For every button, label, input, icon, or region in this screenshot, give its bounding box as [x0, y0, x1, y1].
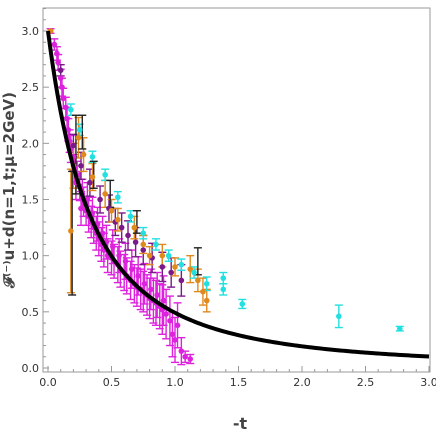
data-point — [336, 313, 342, 320]
data-point — [78, 205, 84, 212]
y-tick-label: 1.5 — [22, 194, 40, 207]
data-point — [135, 273, 141, 279]
data-point — [148, 286, 154, 293]
x-tick-label: 2.5 — [357, 376, 375, 389]
data-point — [64, 115, 70, 122]
data-point — [118, 224, 125, 231]
data-point — [153, 241, 159, 248]
x-tick-label: 1.0 — [166, 376, 184, 389]
x-axis-ticks: 0.0 0.5 1.0 1.5 2.0 2.5 3.0 — [39, 366, 436, 389]
data-point — [108, 207, 115, 214]
data-point — [51, 41, 58, 48]
data-point — [154, 292, 161, 298]
data-point — [115, 194, 121, 201]
data-point — [68, 106, 74, 113]
x-tick-label: 2.0 — [293, 376, 311, 389]
x-axis-label: -t — [233, 414, 248, 433]
data-point — [200, 288, 206, 295]
data-point — [178, 261, 185, 268]
y-tick-label: 2.5 — [22, 81, 40, 94]
data-point — [57, 67, 64, 74]
data-point — [80, 151, 87, 158]
data-point — [70, 142, 77, 149]
data-point — [89, 174, 96, 180]
data-point — [102, 191, 108, 197]
data-point — [191, 269, 197, 276]
fit-curve — [46, 30, 430, 359]
data-point — [131, 224, 138, 231]
y-axis-label: 𝓕⁽⁻⁾u+d(n=1,t;μ=2GeV) — [0, 92, 18, 289]
data-point — [129, 266, 135, 272]
data-point — [115, 216, 121, 223]
x-tick-label: 0.0 — [39, 376, 57, 389]
y-tick-label: 2.0 — [22, 137, 40, 150]
data-point — [396, 325, 403, 332]
data-point — [60, 95, 67, 102]
data-point — [76, 127, 83, 133]
data-point — [122, 258, 129, 265]
data-point — [140, 247, 147, 253]
data-point — [167, 318, 173, 324]
data-point — [178, 277, 185, 284]
data-point — [203, 297, 210, 304]
data-point — [65, 127, 72, 133]
data-point — [62, 104, 69, 111]
data-point — [220, 286, 227, 293]
data-point — [172, 337, 178, 343]
data-point — [75, 134, 82, 141]
data-point — [159, 264, 166, 270]
data-point — [116, 252, 122, 259]
x-tick-label: 0.5 — [103, 376, 121, 389]
data-point — [169, 331, 176, 338]
data-point — [239, 301, 246, 307]
data-point — [174, 322, 181, 329]
data-point — [160, 297, 167, 304]
data-point — [57, 75, 64, 81]
data-point — [99, 230, 106, 236]
plot-frame — [42, 7, 431, 373]
data-point — [187, 266, 194, 272]
y-tick-label: 1.0 — [22, 250, 40, 263]
y-tick-label: 0.0 — [22, 362, 40, 375]
y-tick-label: 3.0 — [22, 25, 40, 38]
data-point — [187, 356, 194, 362]
data-point — [165, 252, 172, 259]
data-point — [182, 353, 188, 360]
x-tick-label: 3.0 — [420, 376, 436, 389]
data-point — [195, 277, 201, 284]
x-tick-label: 1.5 — [230, 376, 248, 389]
data-point — [55, 59, 61, 66]
data-point — [172, 264, 178, 270]
data-point — [68, 228, 74, 234]
data-point — [220, 275, 227, 281]
data-point — [54, 50, 60, 57]
data-point — [140, 230, 147, 236]
data-point — [87, 179, 93, 186]
data-point — [203, 280, 210, 287]
data-point — [59, 84, 65, 90]
data-point — [78, 163, 84, 169]
data-point — [89, 154, 96, 160]
data-point — [159, 252, 166, 259]
data-point — [178, 348, 185, 354]
y-axis-ticks: 0.0 0.5 1.0 1.5 2.0 2.5 3.0 — [22, 8, 49, 375]
data-point — [141, 280, 148, 287]
data-point — [109, 243, 116, 250]
data-point — [140, 241, 147, 248]
data-point — [127, 213, 134, 220]
data-points — [47, 28, 403, 362]
data-point — [125, 232, 131, 239]
data-point — [168, 269, 174, 276]
data-point — [132, 239, 139, 245]
y-tick-label: 0.5 — [22, 306, 40, 319]
data-point — [97, 196, 103, 203]
data-point — [146, 252, 153, 259]
data-point — [163, 311, 169, 317]
data-point — [102, 171, 108, 178]
error-bars — [46, 28, 404, 366]
